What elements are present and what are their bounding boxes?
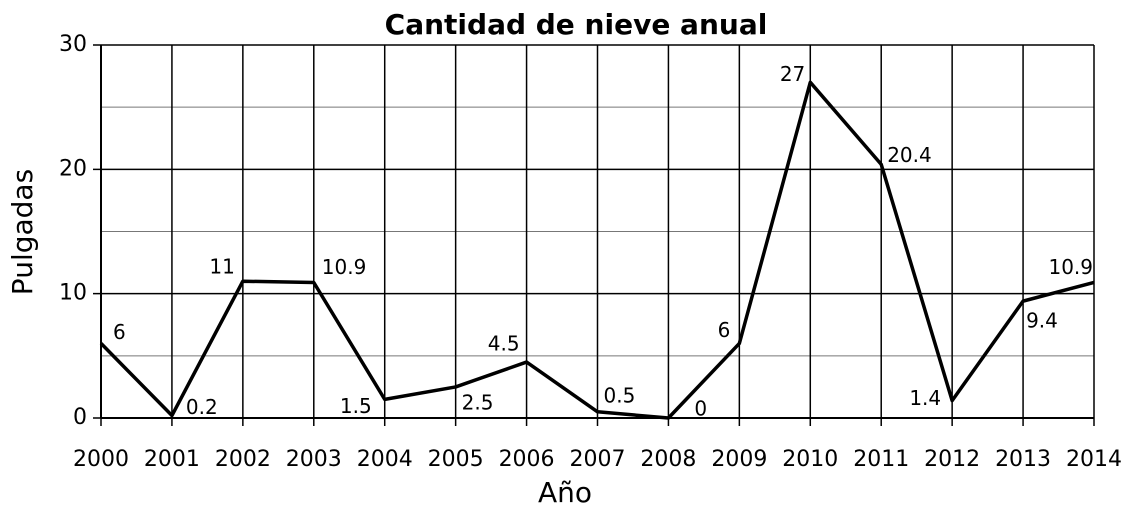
chart-title: Cantidad de nieve anual: [385, 8, 768, 41]
y-tick-label: 0: [73, 405, 87, 430]
x-tick-label: 2003: [286, 447, 342, 472]
x-tick-label: 2013: [995, 447, 1051, 472]
x-tick-label: 2011: [853, 447, 909, 472]
x-tick-label: 2010: [782, 447, 838, 472]
x-tick-label: 2006: [499, 447, 555, 472]
x-tick-label: 2004: [357, 447, 413, 472]
y-tick-label: 20: [59, 156, 87, 181]
data-label: 0: [694, 397, 707, 421]
data-label: 0.2: [186, 395, 218, 419]
x-tick-label: 2001: [144, 447, 200, 472]
data-label: 20.4: [887, 143, 932, 167]
data-label: 27: [780, 62, 805, 86]
y-tick-label: 30: [59, 32, 87, 57]
data-label: 6: [113, 320, 126, 344]
data-label: 1.5: [340, 394, 372, 418]
x-axis-title: Año: [538, 476, 592, 508]
y-tick-label: 10: [59, 281, 87, 306]
data-label: 2.5: [462, 390, 494, 414]
y-axis-title: Pulgadas: [6, 169, 39, 295]
data-label: 6: [718, 318, 731, 342]
x-tick-label: 2007: [570, 447, 626, 472]
x-tick-label: 2008: [640, 447, 696, 472]
x-tick-label: 2005: [428, 447, 484, 472]
x-tick-label: 2014: [1066, 447, 1122, 472]
data-label: 0.5: [604, 383, 636, 407]
data-label: 10.9: [1048, 255, 1093, 279]
data-label: 1.4: [909, 386, 941, 410]
x-tick-label: 2002: [215, 447, 271, 472]
data-label: 10.9: [322, 255, 367, 279]
x-tick-label: 2000: [73, 447, 129, 472]
data-label: 9.4: [1026, 309, 1058, 333]
data-line: [99, 80, 1095, 420]
x-tick-label: 2009: [711, 447, 767, 472]
data-label: 4.5: [488, 332, 520, 356]
x-tick-label: 2012: [924, 447, 980, 472]
data-label: 11: [209, 255, 234, 279]
